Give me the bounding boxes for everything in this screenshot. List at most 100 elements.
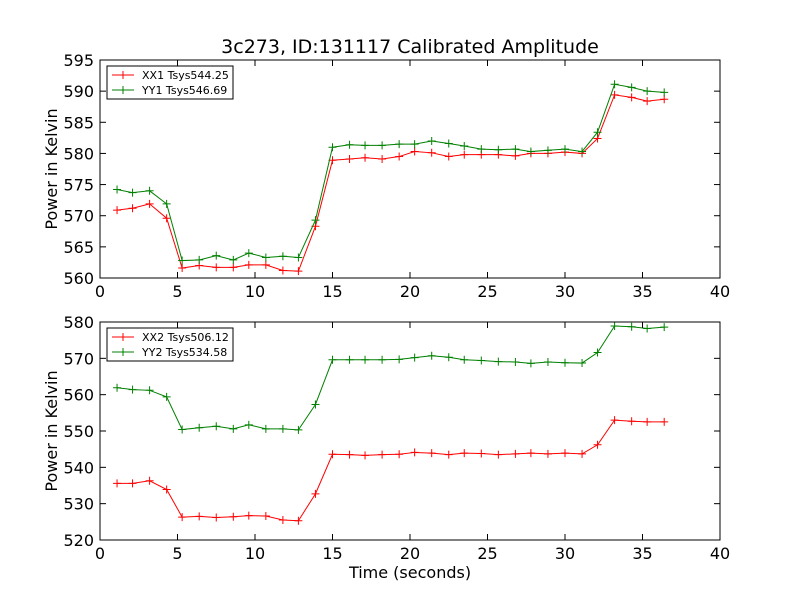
data-point-marker — [578, 449, 587, 458]
data-point-marker — [128, 385, 137, 394]
data-point-marker — [361, 141, 370, 150]
chart-title: 3c273, ID:131117 Calibrated Amplitude — [221, 36, 599, 58]
data-point-marker — [643, 97, 652, 106]
legend-marker — [119, 71, 127, 79]
data-point-marker — [361, 153, 370, 162]
x-tick-label: 25 — [477, 544, 497, 563]
data-point-marker — [145, 199, 154, 208]
x-tick-label: 40 — [710, 544, 730, 563]
data-point-marker — [444, 353, 453, 362]
data-point-marker — [593, 348, 602, 357]
data-point-marker — [410, 140, 419, 149]
data-point-marker — [212, 263, 221, 272]
data-point-marker — [178, 256, 187, 265]
data-point-marker — [460, 141, 469, 150]
data-point-marker — [128, 204, 137, 213]
legend-marker — [119, 333, 127, 341]
data-point-marker — [477, 449, 486, 458]
data-point-marker — [578, 147, 587, 156]
data-point-marker — [229, 255, 238, 264]
data-point-marker — [643, 324, 652, 333]
data-point-marker — [410, 353, 419, 362]
data-point-marker — [494, 357, 503, 366]
data-point-marker — [395, 450, 404, 459]
data-point-marker — [195, 423, 204, 432]
data-point-marker — [311, 216, 320, 225]
data-point-marker — [345, 155, 354, 164]
data-point-marker — [511, 449, 520, 458]
bottom-plot: 0 5 10 15 20 25 30 35 40 520 530 540 550 560 570 580 Pow… — [42, 313, 730, 582]
data-point-marker — [244, 420, 253, 429]
x-tick-label: 30 — [555, 282, 575, 301]
data-point-marker — [543, 449, 552, 458]
data-point-marker — [195, 255, 204, 264]
data-point-marker — [494, 145, 503, 154]
data-point-marker — [212, 513, 221, 522]
data-point-marker — [627, 83, 636, 92]
data-point-marker — [378, 355, 387, 364]
data-point-marker — [278, 266, 287, 275]
y-axis-label: Power in Kelvin — [42, 370, 61, 491]
data-point-marker — [593, 128, 602, 137]
data-point-marker — [526, 359, 535, 368]
y-tick-label: 570 — [63, 349, 94, 368]
data-point-marker — [494, 450, 503, 459]
data-point-marker — [162, 485, 171, 494]
data-point-marker — [113, 479, 122, 488]
x-tick-label: 25 — [477, 282, 497, 301]
legend-entry-label: YY1 Tsys546.69 — [141, 84, 227, 97]
data-point-marker — [113, 383, 122, 392]
y-tick-label: 575 — [63, 176, 94, 195]
x-tick-label: 5 — [172, 544, 182, 563]
y-tick-label: 580 — [63, 144, 94, 163]
data-point-marker — [410, 448, 419, 457]
data-point-marker — [113, 185, 122, 194]
y-tick-label: 520 — [63, 531, 94, 550]
data-point-marker — [345, 355, 354, 364]
data-point-marker — [328, 450, 337, 459]
legend-marker — [119, 86, 127, 94]
data-point-marker — [261, 260, 270, 269]
data-point-marker — [178, 425, 187, 434]
x-tick-label: 35 — [632, 282, 652, 301]
data-point-marker — [427, 148, 436, 157]
data-point-marker — [229, 424, 238, 433]
data-point-marker — [460, 449, 469, 458]
x-tick-label: 40 — [710, 282, 730, 301]
data-point-marker — [178, 264, 187, 273]
data-point-marker — [610, 416, 619, 425]
data-point-marker — [113, 206, 122, 215]
y-tick-label: 590 — [63, 82, 94, 101]
x-tick-label: 5 — [172, 282, 182, 301]
x-tick-label: 35 — [632, 544, 652, 563]
data-point-marker — [460, 355, 469, 364]
y-tick-label: 550 — [63, 422, 94, 441]
x-tick-label: 10 — [245, 282, 265, 301]
data-point-marker — [543, 146, 552, 155]
data-point-marker — [244, 511, 253, 520]
legend-marker — [119, 348, 127, 356]
data-point-marker — [427, 449, 436, 458]
data-point-marker — [395, 140, 404, 149]
data-point-marker — [610, 90, 619, 99]
x-tick-label: 20 — [400, 544, 420, 563]
data-point-marker — [543, 357, 552, 366]
data-point-marker — [261, 253, 270, 262]
data-point-marker — [178, 513, 187, 522]
data-point-marker — [643, 417, 652, 426]
data-point-marker — [395, 152, 404, 161]
data-point-marker — [627, 93, 636, 102]
data-point-marker — [278, 252, 287, 261]
data-point-marker — [660, 417, 669, 426]
legend-entry-label: YY2 Tsys534.58 — [141, 346, 227, 359]
data-point-marker — [511, 151, 520, 160]
data-point-marker — [244, 249, 253, 258]
data-point-marker — [145, 386, 154, 395]
y-tick-label: 595 — [63, 51, 94, 70]
data-point-marker — [244, 260, 253, 269]
x-tick-label: 15 — [322, 282, 342, 301]
data-point-marker — [294, 425, 303, 434]
y-tick-label: 530 — [63, 495, 94, 514]
data-point-marker — [610, 321, 619, 330]
series-line-2 — [116, 325, 665, 431]
